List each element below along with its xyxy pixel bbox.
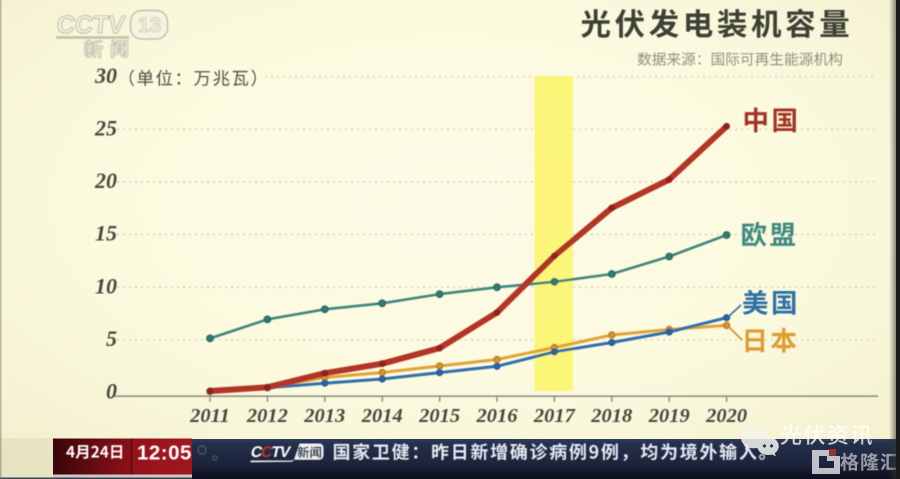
svg-text:2013: 2013 xyxy=(303,405,345,427)
svg-text:2016: 2016 xyxy=(476,405,519,427)
svg-text:CCTV: CCTV xyxy=(55,11,126,39)
svg-text:25: 25 xyxy=(94,116,117,141)
svg-text:2012: 2012 xyxy=(246,405,288,427)
svg-text:2019: 2019 xyxy=(648,405,690,427)
svg-text:20: 20 xyxy=(94,168,117,193)
svg-text:2014: 2014 xyxy=(361,405,403,427)
svg-text:2017: 2017 xyxy=(533,405,576,427)
svg-text:30: 30 xyxy=(94,63,117,88)
svg-text:0: 0 xyxy=(106,379,117,404)
svg-text:10: 10 xyxy=(95,273,117,298)
svg-text:CCTV: CCTV xyxy=(249,444,292,461)
svg-text:15: 15 xyxy=(95,221,117,246)
svg-text:13: 13 xyxy=(138,14,161,37)
svg-text:2018: 2018 xyxy=(590,405,632,427)
svg-text:5: 5 xyxy=(106,326,117,351)
svg-text:2011: 2011 xyxy=(189,405,230,427)
svg-text:2020: 2020 xyxy=(705,405,747,427)
svg-text:2015: 2015 xyxy=(418,405,460,427)
svg-text:12:05: 12:05 xyxy=(137,442,192,465)
